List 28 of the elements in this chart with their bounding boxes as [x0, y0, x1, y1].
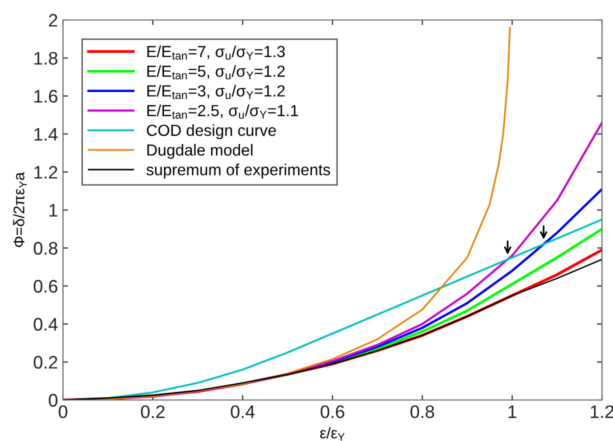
x-tick-label: 0.2 [140, 405, 164, 418]
y-tick-label: 0.4 [34, 318, 58, 331]
legend-label: E/E$_{tan}$=5, σ$_{u}$/σ$_{Y}$=1.2 [147, 65, 285, 80]
y-tick-label: 1 [49, 204, 58, 217]
y-axis-title: Φ=δ/2πε$_{Y}$a [13, 172, 27, 248]
y-tick-label: 2 [49, 14, 58, 27]
y-tick-label: 0 [48, 394, 58, 407]
x-tick-label: 1 [508, 406, 516, 418]
y-tick-label: 1.6 [34, 90, 58, 103]
legend-label: supremum of experiments [146, 164, 330, 179]
legend-label: COD design curve [146, 124, 276, 140]
x-tick-label: 0 [58, 405, 68, 418]
legend-label: E/E$_{tan}$=2.5, σ$_{u}$/σ$_{Y}$=1.1 [147, 104, 298, 119]
x-tick-label: 0.8 [410, 405, 434, 418]
y-tick-label: 1.4 [34, 128, 58, 141]
x-tick-label: 0.6 [320, 405, 344, 418]
legend-label: Dugdale model [147, 144, 252, 159]
y-tick-label: 0.8 [34, 242, 58, 255]
legend-label: E/E$_{tan}$=7, σ$_{u}$/σ$_{Y}$=1.3 [147, 45, 285, 60]
x-axis-title: ε/ε$_{Y}$ [320, 427, 345, 441]
line-series [286, 188, 602, 376]
x-tick-label: 0.4 [230, 405, 255, 418]
legend-label: E/E$_{tan}$=3, σ$_{u}$/σ$_{Y}$=1.2 [147, 84, 285, 100]
y-tick-label: 0.6 [34, 280, 58, 293]
line-series [63, 26, 511, 400]
y-tick-label: 0.2 [34, 356, 58, 369]
y-tick-label: 1.8 [34, 52, 58, 65]
y-tick-label: 1.2 [34, 166, 58, 179]
